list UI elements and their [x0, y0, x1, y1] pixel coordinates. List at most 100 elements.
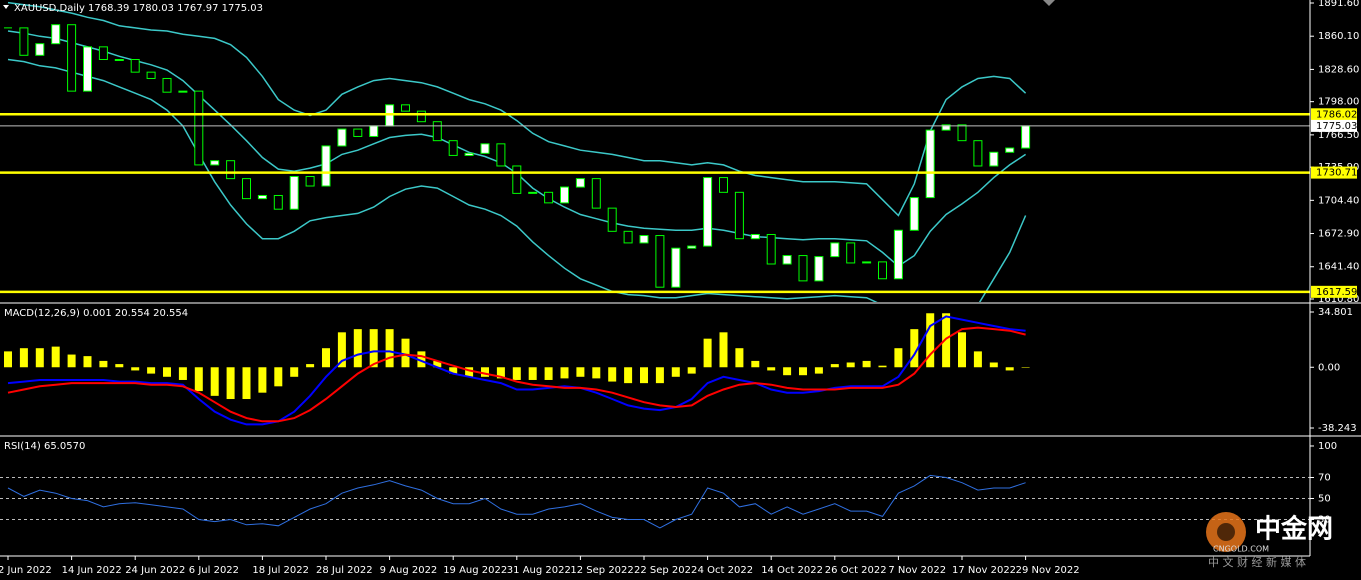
y-tick-label: 1641.40 — [1318, 262, 1359, 273]
level-box — [1311, 166, 1357, 179]
candle — [464, 152, 474, 156]
histogram-bar — [115, 364, 124, 368]
candle — [591, 178, 601, 209]
candle — [909, 197, 919, 231]
candle — [814, 256, 824, 282]
histogram-bar — [830, 364, 839, 368]
histogram-bar — [1005, 367, 1014, 371]
y-tick-label: 1828.60 — [1318, 64, 1359, 75]
y-tick-label: 50 — [1318, 493, 1331, 504]
histogram-bar — [512, 367, 521, 380]
candle — [448, 140, 458, 156]
histogram-bar — [290, 367, 299, 377]
y-tick-label: 100 — [1318, 441, 1337, 452]
x-tick-label: 12 Sep 2022 — [570, 565, 633, 576]
histogram-bar — [274, 367, 283, 387]
rsi-line — [7, 474, 1026, 529]
candle — [719, 177, 728, 193]
candle — [162, 77, 172, 93]
level-label: 1730.71 — [1316, 168, 1357, 179]
y-tick-label: 1704.40 — [1318, 195, 1359, 206]
y-tick-label: 0.00 — [1318, 362, 1340, 373]
histogram-bar — [306, 364, 315, 368]
histogram-bar — [19, 348, 28, 368]
histogram-bar — [35, 348, 44, 368]
histogram-bar — [322, 348, 330, 368]
y-tick-label: -38.243 — [1318, 423, 1357, 434]
histogram-bar — [528, 367, 537, 380]
y-tick-label: 70 — [1318, 472, 1331, 483]
candle — [893, 229, 903, 280]
histogram-bar — [1021, 367, 1030, 368]
candle — [639, 235, 649, 244]
candle — [623, 230, 633, 244]
x-tick-label: 17 Nov 2022 — [952, 565, 1016, 576]
rsi-panel — [0, 474, 1310, 529]
histogram-bar — [751, 360, 760, 368]
candle — [321, 145, 331, 187]
y-tick-label: 1891.60 — [1318, 0, 1359, 9]
candle — [1021, 125, 1031, 149]
histogram-bar — [608, 367, 617, 382]
candle — [925, 129, 935, 199]
macd-line — [7, 326, 1026, 423]
rsi-title: RSI(14) 65.0570 — [4, 441, 85, 452]
histogram-bar — [258, 367, 267, 393]
histogram-bar — [926, 313, 935, 368]
histogram-bar — [210, 367, 219, 396]
x-tick-label: 4 Oct 2022 — [698, 565, 753, 576]
level-box — [1311, 108, 1357, 121]
candle — [957, 124, 967, 142]
histogram-bar — [719, 332, 728, 368]
x-tick-label: 18 Jul 2022 — [252, 565, 309, 576]
x-tick-label: 19 Aug 2022 — [443, 565, 507, 576]
candle — [607, 207, 617, 232]
candle — [178, 90, 188, 93]
candle — [416, 110, 426, 123]
y-tick-label: 1798.00 — [1318, 97, 1359, 108]
x-tick-label: 7 Nov 2022 — [888, 565, 946, 576]
y-tick-label: 30 — [1318, 515, 1331, 526]
candle — [67, 24, 77, 92]
y-tick-label: 1610.80 — [1318, 294, 1359, 305]
histogram-bar — [878, 365, 887, 368]
candle — [989, 151, 999, 167]
candle — [878, 261, 887, 280]
menu-arrow — [3, 5, 9, 9]
candle — [35, 43, 45, 56]
histogram-bar — [735, 348, 744, 368]
histogram-bar — [481, 367, 489, 377]
candle — [337, 128, 347, 147]
x-tick-label: 9 Aug 2022 — [380, 565, 438, 576]
candle — [401, 104, 410, 112]
level-label: 1786.02 — [1316, 109, 1357, 120]
candle — [560, 186, 569, 204]
x-tick-label: 31 Aug 2022 — [507, 565, 571, 576]
x-tick-label: 22 Sep 2022 — [634, 565, 697, 576]
band-upper — [7, 1, 1027, 217]
histogram-bar — [624, 367, 633, 384]
candle — [703, 177, 713, 247]
candle — [210, 160, 220, 166]
histogram-bar — [655, 367, 664, 384]
y-tick-label: 1672.90 — [1318, 229, 1359, 240]
histogram-bar — [973, 351, 982, 368]
histogram-bar — [576, 367, 585, 377]
histogram-bar — [958, 332, 966, 368]
candle — [846, 242, 856, 264]
x-tick-label: 6 Jul 2022 — [189, 565, 239, 576]
histogram-bar — [385, 329, 394, 368]
x-tick-label: 14 Oct 2022 — [761, 565, 823, 576]
histogram-bar — [942, 313, 951, 368]
histogram-bar — [369, 329, 378, 368]
histogram-bar — [687, 367, 696, 374]
x-tick-label: 14 Jun 2022 — [62, 565, 122, 576]
histogram-bar — [226, 367, 235, 400]
histogram-bar — [51, 346, 60, 368]
histogram-bar — [799, 367, 807, 376]
candle — [782, 255, 792, 265]
candle — [512, 165, 522, 194]
candle — [289, 176, 299, 210]
